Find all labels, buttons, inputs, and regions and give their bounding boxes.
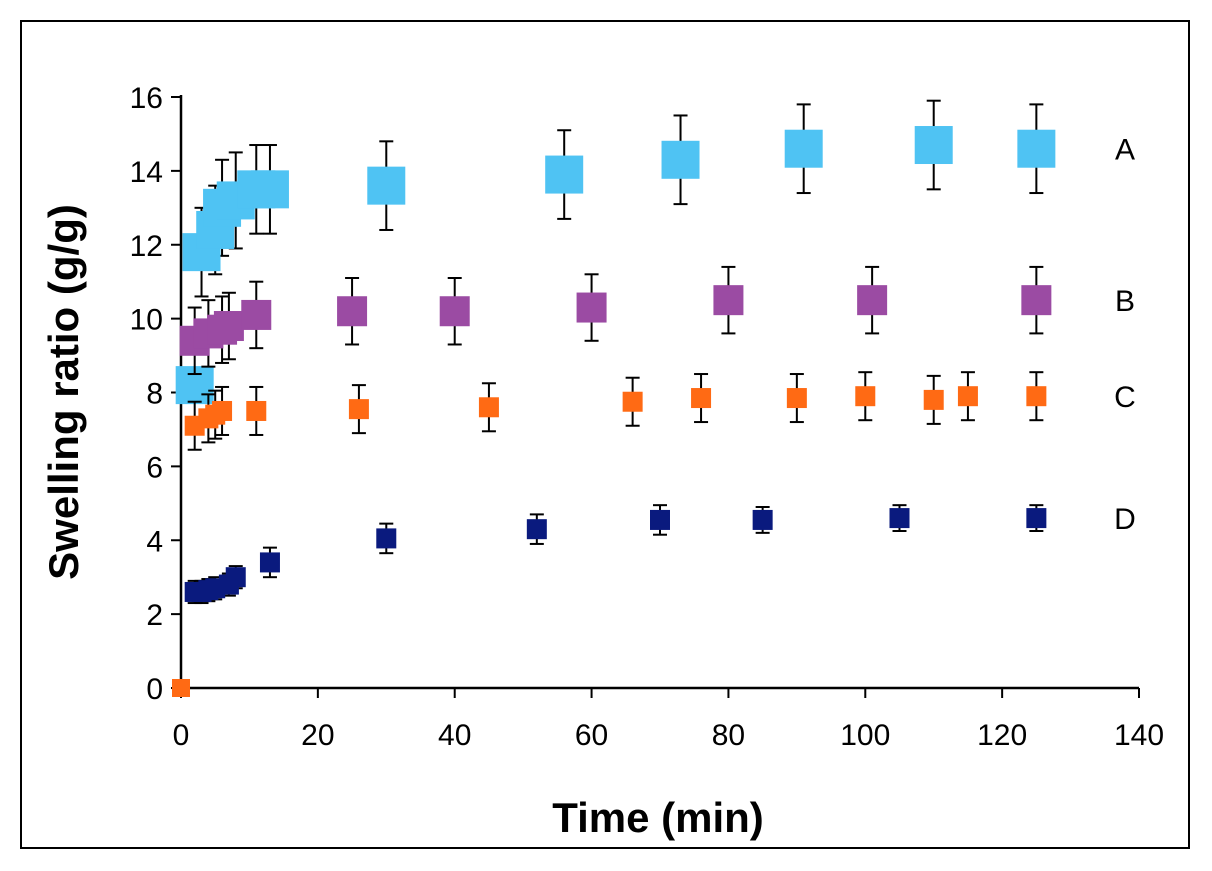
data-point-c — [923, 389, 944, 410]
data-point-d — [889, 508, 910, 529]
data-point-c — [957, 386, 978, 407]
y-tick-label: 8 — [146, 378, 163, 411]
data-point-a — [661, 140, 700, 179]
data-point-c — [348, 399, 369, 420]
data-point-d — [650, 509, 670, 530]
data-point-b — [713, 285, 744, 316]
data-marks: A B C D — [172, 99, 1136, 697]
data-point-c — [246, 400, 267, 421]
series-label-c: C — [1114, 381, 1136, 414]
series-label-d: D — [1114, 503, 1136, 536]
y-tick-label: 4 — [146, 525, 163, 558]
data-point-c — [855, 386, 876, 407]
y-tick-label: 6 — [146, 451, 163, 484]
data-point-d — [752, 509, 773, 530]
x-tick-label: 100 — [840, 719, 890, 752]
data-point-c — [478, 397, 499, 418]
data-point-b — [241, 299, 272, 330]
data-point-a — [250, 170, 289, 209]
x-tick-label: 120 — [977, 719, 1027, 752]
data-point-b — [439, 296, 470, 327]
x-axis-title: Time (min) — [552, 794, 764, 841]
series-d: D — [172, 503, 1136, 697]
series-label-a: A — [1115, 134, 1135, 167]
x-tick-label: 0 — [173, 719, 190, 752]
data-point-c — [786, 388, 807, 409]
axes: 0 2 4 6 8 10 12 14 16 0 20 40 60 80 100 120 140 — [130, 82, 1164, 752]
data-point-b — [213, 311, 244, 342]
data-point-d — [259, 552, 280, 573]
data-point-d — [1026, 508, 1047, 529]
series-b: B — [172, 265, 1135, 697]
data-point-b — [337, 296, 368, 327]
y-tick-label: 10 — [130, 304, 163, 337]
data-point-a — [367, 166, 406, 205]
x-tick-label: 140 — [1114, 719, 1164, 752]
x-tick-label: 80 — [712, 719, 745, 752]
data-point-c — [212, 400, 233, 421]
series-c: C — [172, 371, 1136, 697]
series-a: A — [172, 99, 1135, 697]
data-point-d — [172, 679, 190, 697]
data-point-d — [376, 528, 397, 549]
data-point-c — [622, 391, 643, 412]
data-point-a — [784, 129, 823, 168]
data-point-a — [1017, 129, 1056, 168]
data-point-d — [526, 519, 547, 540]
data-point-b — [857, 285, 888, 316]
y-tick-label: 16 — [130, 82, 163, 115]
y-tick-label: 12 — [130, 230, 163, 263]
data-point-c — [691, 388, 712, 409]
y-tick-label: 0 — [146, 673, 163, 706]
data-point-b — [1021, 285, 1052, 316]
data-point-c — [1026, 386, 1047, 407]
y-axis-title: Swelling ratio (g/g) — [40, 204, 87, 580]
y-tick-label: 2 — [146, 599, 163, 632]
data-point-d — [225, 567, 246, 588]
y-tick-label: 14 — [130, 156, 163, 189]
series-label-b: B — [1115, 285, 1135, 318]
data-point-b — [576, 292, 607, 323]
x-tick-label: 40 — [438, 719, 471, 752]
data-point-a — [545, 155, 584, 194]
data-point-a — [914, 126, 953, 165]
x-tick-label: 60 — [575, 719, 608, 752]
x-tick-label: 20 — [301, 719, 334, 752]
